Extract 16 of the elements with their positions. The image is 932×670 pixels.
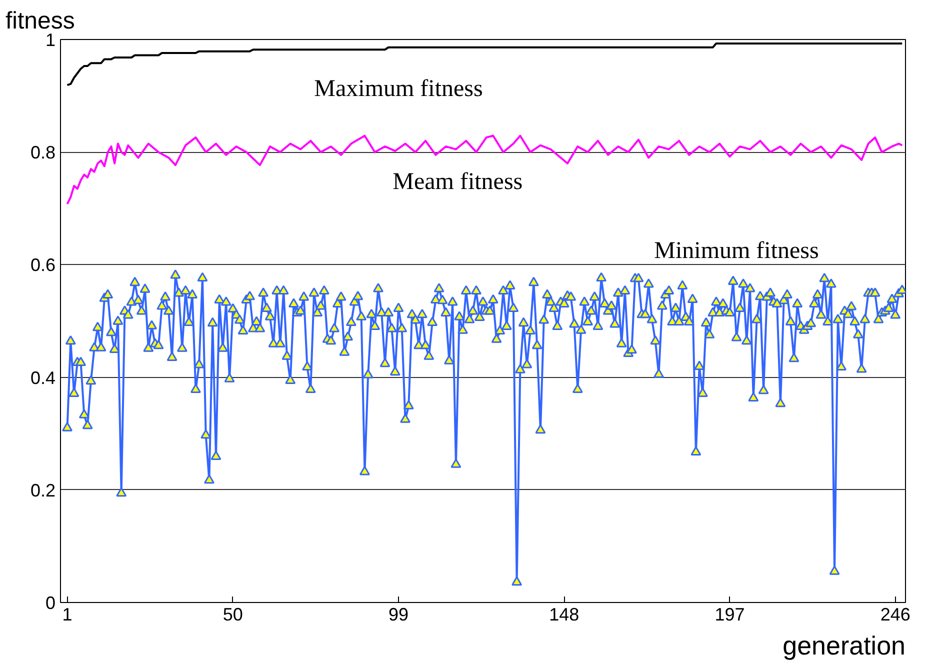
y-tick-label: 0.8 xyxy=(30,142,56,163)
y-tick-label: 0.2 xyxy=(30,480,56,500)
x-tick-label: 148 xyxy=(549,604,580,624)
series-label: Meam fitness xyxy=(392,169,523,196)
series-label: Maximum fitness xyxy=(314,76,483,102)
line-series xyxy=(66,134,904,205)
x-tick-label: 197 xyxy=(714,604,745,624)
x-tick-label: 99 xyxy=(388,604,409,624)
x-tick-label: 50 xyxy=(222,604,243,624)
x-tick-label: 1 xyxy=(62,604,72,624)
y-tick-label: 0.6 xyxy=(30,255,56,276)
x-axis-title: generation xyxy=(782,630,906,660)
x-tick-label: 246 xyxy=(880,604,910,624)
y-tick-label: 0 xyxy=(45,593,56,613)
series-label: Minimum fitness xyxy=(654,238,819,264)
y-tick-label: 0.4 xyxy=(30,368,56,388)
